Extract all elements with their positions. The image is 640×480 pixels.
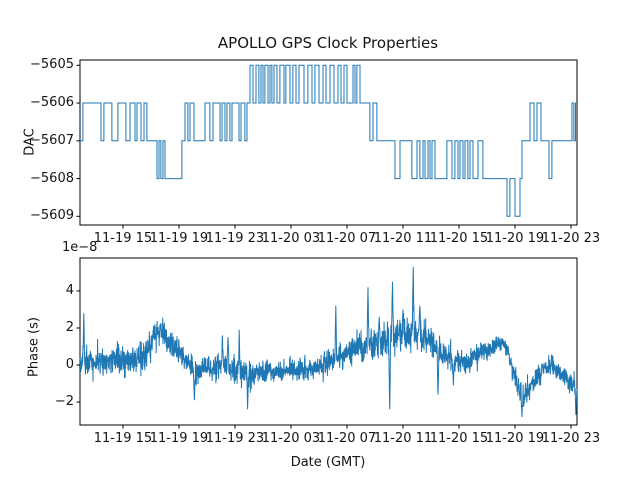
x-tick-label: 11-20 19 — [485, 231, 545, 246]
x-tick-label: 11-19 19 — [149, 231, 209, 246]
x-tick-label: 11-19 23 — [205, 431, 265, 446]
y-tick-label: −5607 — [30, 132, 74, 148]
y-axis-offset-text: 1e−8 — [62, 240, 98, 255]
y-tick-label: 4 — [65, 282, 74, 298]
phase-subplot-line — [79, 266, 578, 417]
x-tick-label: 11-20 03 — [261, 231, 321, 246]
x-tick-label: 11-20 03 — [261, 431, 321, 446]
x-tick-label: 11-20 11 — [373, 431, 433, 446]
chart-title: APOLLO GPS Clock Properties — [217, 34, 439, 52]
y-tick-label: −2 — [54, 394, 74, 410]
y-tick-label: −5606 — [30, 95, 74, 111]
y-tick-label: −5609 — [30, 208, 74, 224]
y-tick-label: 2 — [65, 319, 74, 335]
y-tick-label: −5605 — [30, 57, 74, 73]
dac-subplot-line — [80, 64, 577, 217]
x-tick-label: 11-20 19 — [485, 431, 545, 446]
x-tick-label: 11-19 23 — [205, 231, 265, 246]
x-tick-label: 11-20 07 — [317, 231, 377, 246]
x-tick-label: 11-20 15 — [429, 431, 489, 446]
x-tick-label: 11-20 15 — [429, 231, 489, 246]
x-tick-label: 11-20 23 — [541, 231, 601, 246]
y-tick-label: −5608 — [30, 170, 74, 186]
x-axis-label: Date (GMT) — [290, 455, 366, 470]
x-tick-label: 11-19 15 — [93, 231, 153, 246]
y-tick-label: 0 — [65, 357, 74, 372]
x-tick-label: 11-20 11 — [373, 231, 433, 246]
x-tick-label: 11-19 15 — [93, 431, 153, 446]
x-tick-label: 11-20 23 — [541, 431, 601, 446]
x-tick-label: 11-19 19 — [149, 431, 209, 446]
x-tick-label: 11-20 07 — [317, 431, 377, 446]
